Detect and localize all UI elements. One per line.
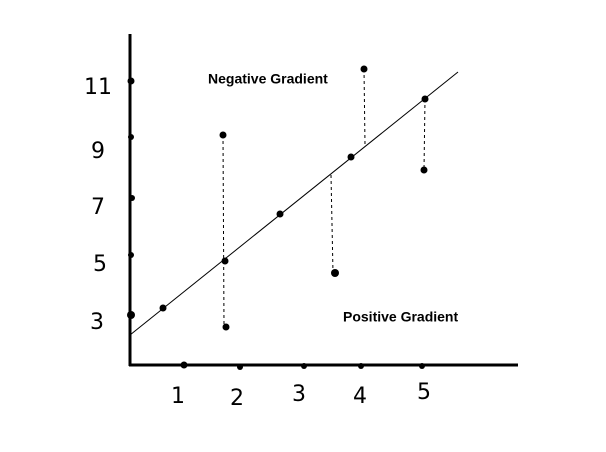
x-label: 1 — [171, 384, 185, 409]
y-label: 7 — [91, 195, 105, 220]
annotation: Positive Gradient — [343, 309, 458, 325]
axis-dot — [128, 252, 134, 258]
point — [276, 210, 284, 218]
axis-dot — [237, 364, 243, 370]
y-label: 9 — [91, 139, 105, 164]
x-label: 2 — [230, 386, 244, 411]
x-label: 4 — [353, 384, 367, 409]
point — [219, 131, 227, 139]
point — [360, 65, 368, 73]
x-label: 5 — [417, 380, 431, 405]
regression-line — [129, 71, 459, 336]
point — [421, 95, 429, 103]
axis-dot — [127, 311, 135, 319]
axis-dot — [358, 363, 364, 369]
residual — [363, 68, 366, 146]
y-label: 3 — [90, 310, 104, 335]
y-label: 5 — [93, 252, 107, 277]
axis-dot — [301, 363, 307, 369]
residual — [330, 174, 334, 274]
x-label: 3 — [292, 382, 306, 407]
axis-dot — [128, 134, 134, 140]
point — [222, 323, 230, 331]
annotation: Negative Gradient — [208, 71, 328, 87]
residual — [423, 98, 426, 171]
axis-dot — [127, 77, 135, 85]
point — [420, 166, 428, 174]
axis-dot — [129, 195, 135, 201]
point — [159, 304, 167, 312]
residual — [222, 134, 225, 328]
y-label: 11 — [84, 75, 112, 100]
residuals — [222, 68, 426, 328]
point — [347, 153, 355, 161]
point — [331, 269, 339, 277]
axis-dot — [180, 361, 188, 369]
points — [127, 65, 429, 370]
axis-dot — [419, 363, 425, 369]
point — [221, 257, 229, 265]
